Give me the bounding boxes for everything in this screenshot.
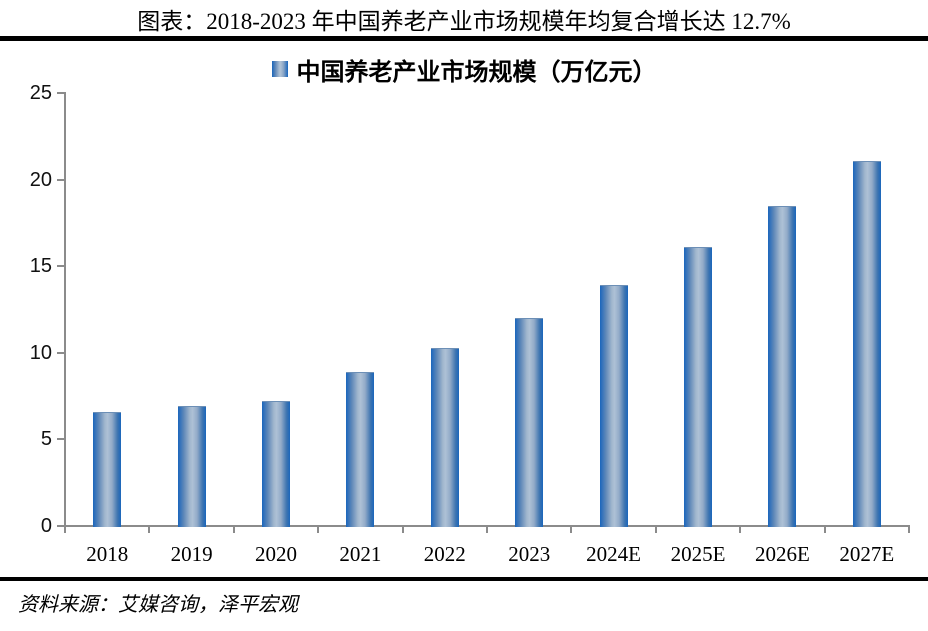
y-tick-label: 25	[29, 82, 52, 104]
y-tick	[57, 438, 64, 441]
x-tick	[232, 527, 235, 533]
x-tick	[654, 527, 657, 533]
bar-2022	[430, 347, 459, 527]
bar-2018	[93, 411, 122, 527]
x-tick-label: 2026E	[754, 542, 810, 566]
x-tick-label: 2019	[170, 542, 213, 566]
x-tick	[486, 527, 488, 533]
bar-2024E	[599, 285, 628, 527]
y-tick	[57, 525, 64, 527]
x-tick	[64, 527, 66, 533]
bar-2020	[262, 401, 290, 527]
x-tick	[739, 527, 742, 533]
bar-2025E	[684, 247, 712, 527]
x-tick	[823, 527, 826, 533]
x-tick	[570, 527, 573, 533]
x-tick	[148, 527, 151, 533]
bar-2026E	[768, 205, 797, 527]
y-tick	[57, 265, 64, 268]
y-tick-label: 0	[40, 515, 52, 537]
y-tick-label: 5	[40, 428, 52, 451]
x-tick-label: 2020	[254, 542, 297, 566]
x-tick-label: 2022	[423, 542, 466, 566]
bar-2027E	[852, 160, 881, 527]
bar-2019	[177, 406, 206, 527]
y-tick-label: 20	[29, 168, 52, 191]
x-axis-line	[64, 525, 910, 527]
x-tick-label: 2025E	[670, 542, 726, 566]
legend-swatch-icon	[271, 61, 288, 77]
chart-legend: 中国养老产业市场规模（万亿元）	[0, 55, 928, 86]
bar-2021	[346, 371, 375, 527]
legend-label: 中国养老产业市场规模（万亿元）	[296, 59, 657, 86]
y-tick	[57, 178, 64, 181]
x-tick-label: 2023	[508, 542, 551, 566]
source-note: 资料来源：艾媒咨询，泽平宏观	[18, 594, 298, 616]
y-tick	[57, 351, 64, 354]
y-tick	[57, 92, 64, 94]
bar-2023	[515, 318, 544, 527]
y-tick-label: 10	[29, 341, 52, 364]
x-tick	[317, 527, 320, 533]
x-tick-label: 2024E	[586, 542, 641, 566]
x-tick	[908, 527, 910, 533]
x-tick-label: 2018	[86, 542, 129, 566]
bottom-rule	[0, 577, 928, 581]
y-axis-line	[64, 92, 66, 532]
x-tick-label: 2027E	[839, 542, 895, 566]
x-tick	[401, 527, 404, 533]
y-tick-label: 15	[29, 255, 52, 278]
chart-title: 图表：2018-2023 年中国养老产业市场规模年均复合增长达 12.7%	[137, 9, 791, 34]
top-rule	[0, 36, 928, 41]
x-tick-label: 2021	[339, 542, 382, 566]
